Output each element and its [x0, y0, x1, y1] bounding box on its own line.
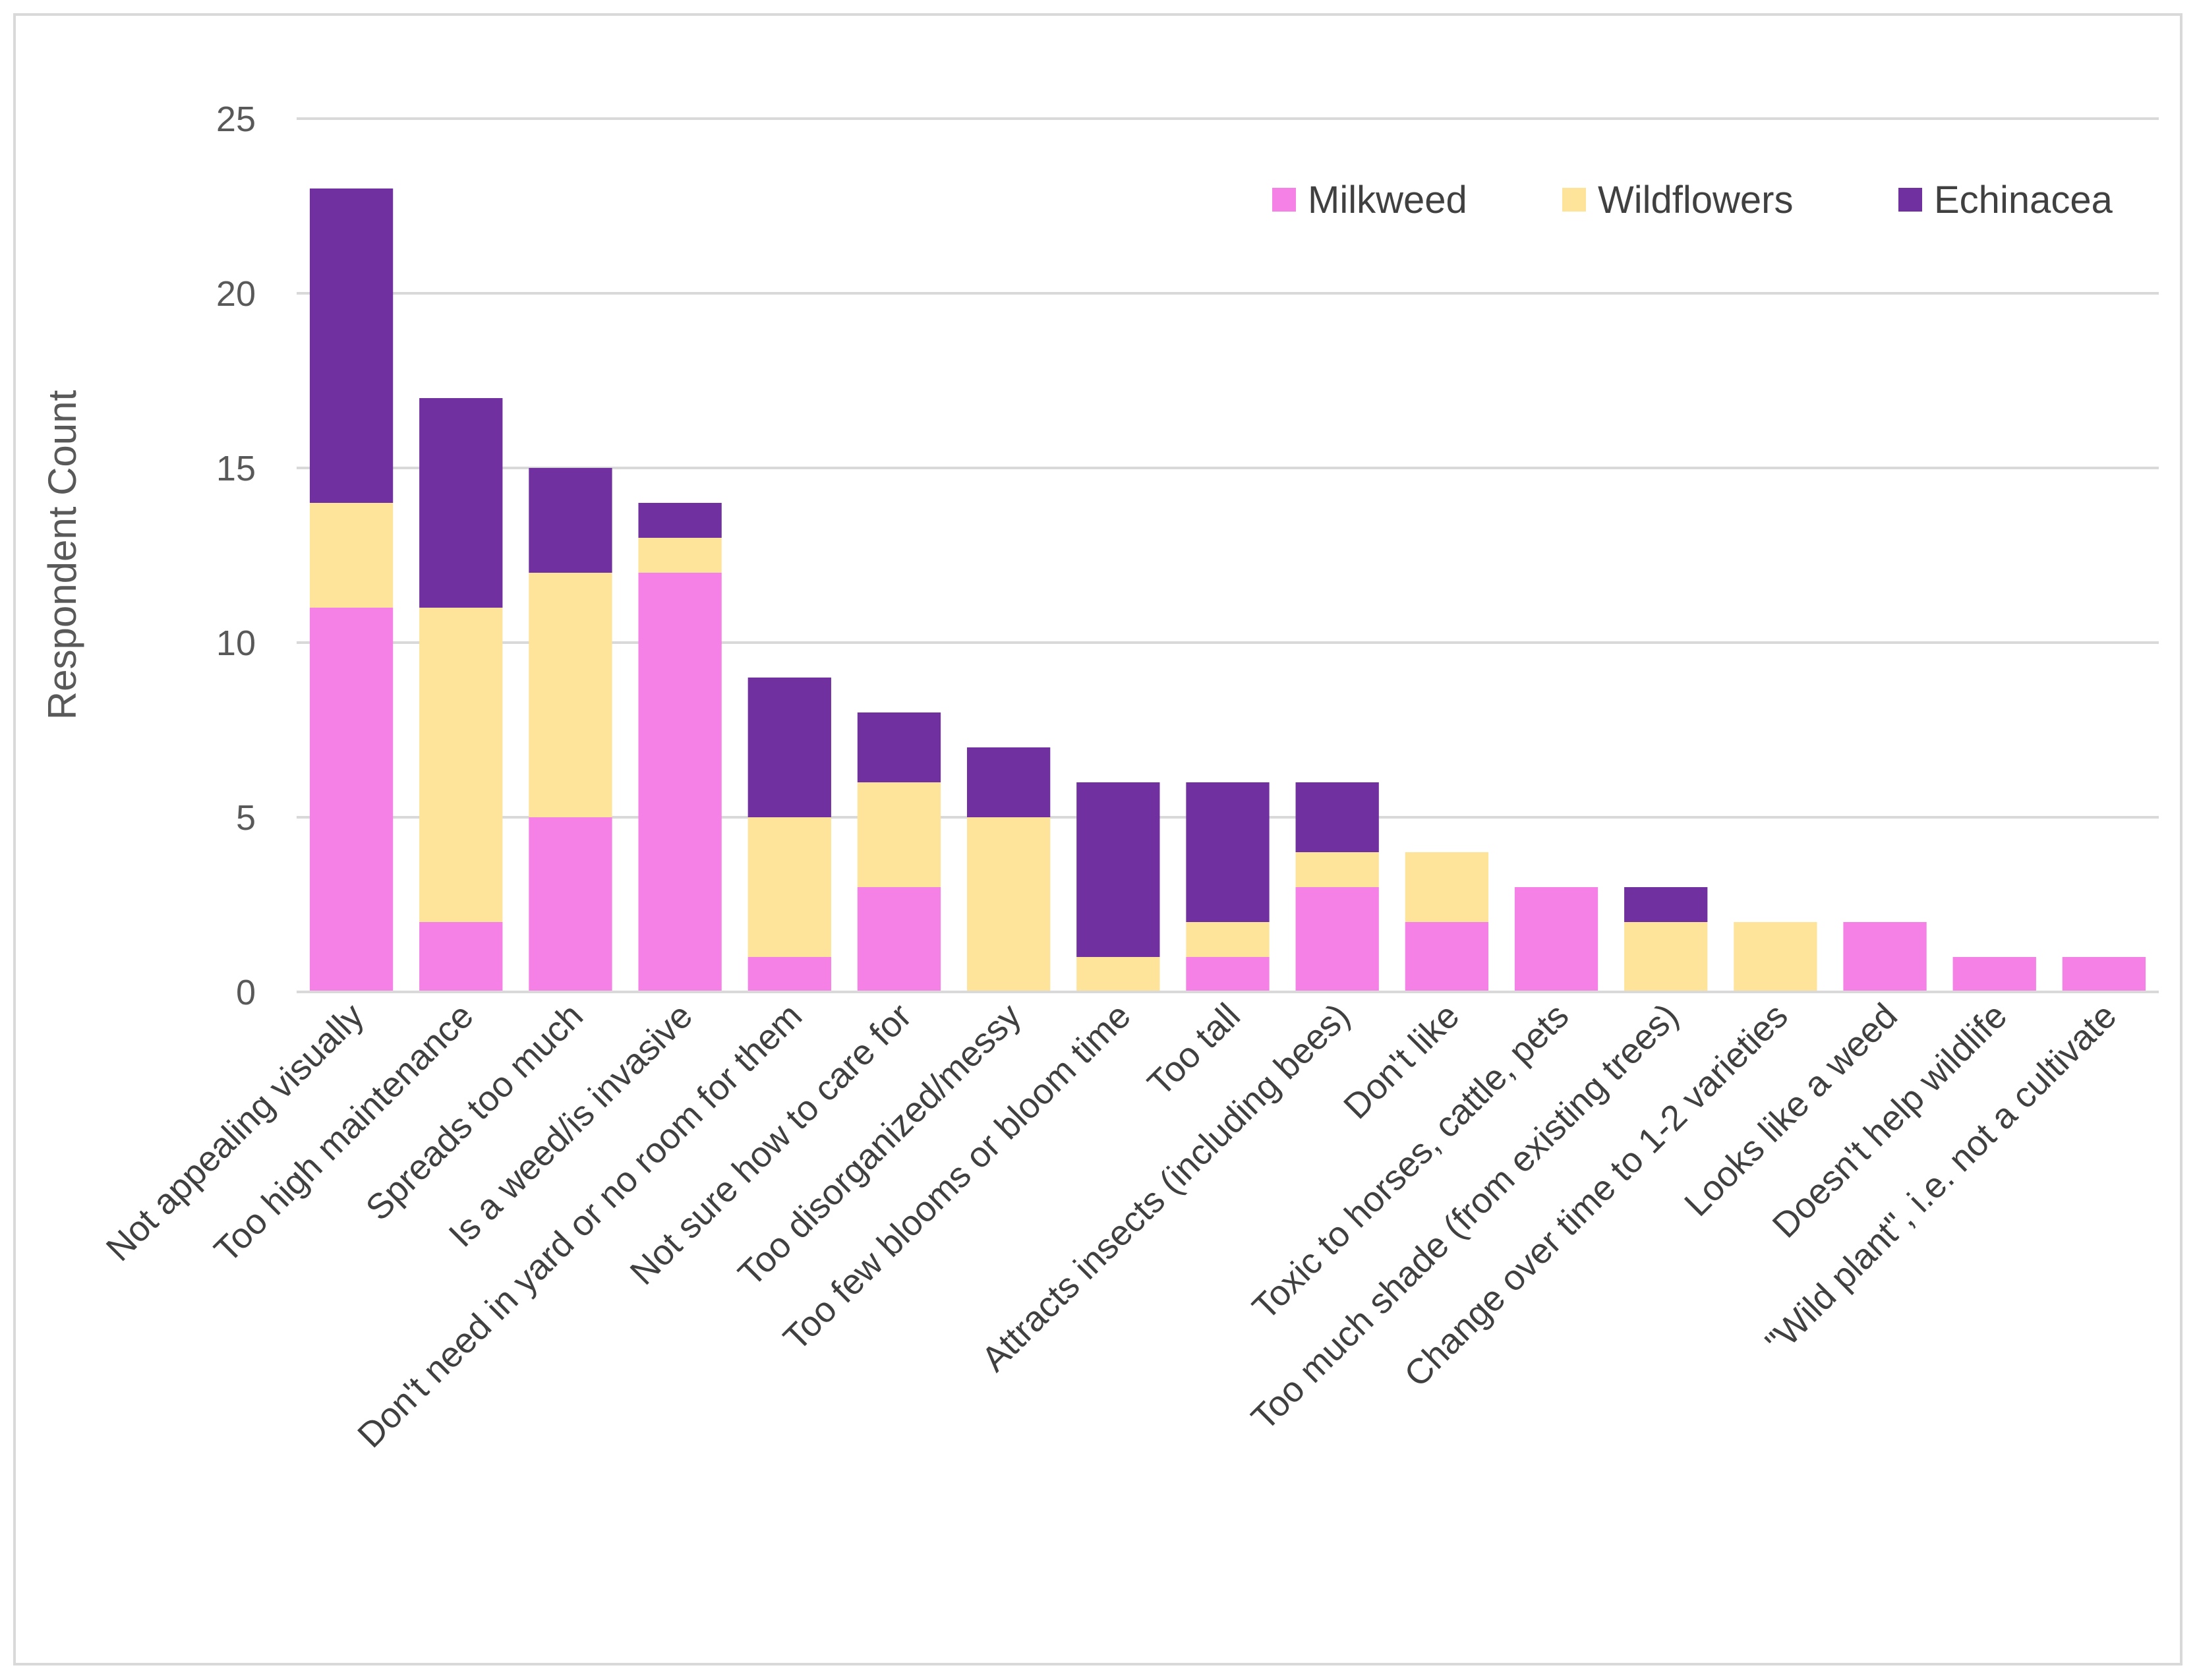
bar-segment-milkweed [419, 922, 503, 992]
y-tick-label: 5 [236, 798, 256, 838]
bar-segment-milkweed [2062, 957, 2146, 992]
bar-segment-milkweed [638, 573, 722, 992]
bar-segment-echinacea [1076, 782, 1160, 957]
bar-segment-wildflowers [1734, 922, 1817, 992]
x-category-label: Looks like a weed [1677, 996, 1905, 1224]
bar-segment-echinacea [638, 503, 722, 538]
legend: Milkweed Wildflowers Echinacea [1272, 179, 2113, 221]
bar-segment-echinacea [1186, 782, 1270, 922]
y-tick-label: 25 [216, 100, 256, 139]
x-category-label: Change over time to 1-2 varieties [1397, 996, 1796, 1395]
y-tick-label: 10 [216, 623, 256, 663]
bar-segment-wildflowers [857, 782, 941, 887]
bar-segment-milkweed [1186, 957, 1270, 992]
legend-swatch-echinacea [1898, 188, 1922, 212]
bar-segment-wildflowers [1076, 957, 1160, 992]
y-tick-label: 0 [236, 973, 256, 1012]
bar-segment-milkweed [1514, 887, 1598, 992]
y-tick-label: 15 [216, 449, 256, 488]
bar-segment-echinacea [1295, 782, 1379, 852]
bar-segment-echinacea [967, 747, 1051, 817]
bar-segment-milkweed [309, 608, 394, 992]
bar-segment-echinacea [419, 398, 503, 608]
bar-segment-wildflowers [1624, 922, 1708, 992]
bars [309, 188, 2146, 992]
bar-segment-wildflowers [1186, 922, 1270, 957]
y-axis-ticks: 0 5 10 15 20 25 [216, 100, 256, 1012]
bar-segment-wildflowers [309, 503, 394, 608]
bar-segment-echinacea [529, 468, 612, 573]
bar-segment-milkweed [857, 887, 941, 992]
bar-segment-milkweed [529, 817, 612, 992]
bar-segment-milkweed [747, 957, 831, 992]
legend-label-wildflowers: Wildflowers [1598, 179, 1794, 221]
y-tick-label: 20 [216, 274, 256, 314]
bar-segment-milkweed [1295, 887, 1379, 992]
x-category-label: Too tall [1140, 996, 1248, 1103]
bar-segment-milkweed [1843, 922, 1927, 992]
legend-swatch-milkweed [1272, 188, 1296, 212]
bar-segment-wildflowers [747, 817, 831, 957]
y-axis-title: Respondent Count [40, 390, 84, 720]
legend-swatch-wildflowers [1562, 188, 1586, 212]
bar-segment-milkweed [1405, 922, 1488, 992]
bar-segment-wildflowers [967, 817, 1051, 992]
bar-segment-echinacea [1624, 887, 1708, 922]
bar-segment-wildflowers [1405, 852, 1488, 922]
bar-segment-echinacea [309, 188, 394, 503]
bar-segment-milkweed [1952, 957, 2036, 992]
bar-segment-wildflowers [1295, 852, 1379, 887]
bar-segment-echinacea [857, 712, 941, 782]
bar-segment-wildflowers [529, 573, 612, 817]
bar-segment-wildflowers [638, 538, 722, 573]
bar-segment-wildflowers [419, 608, 503, 922]
legend-label-milkweed: Milkweed [1308, 179, 1467, 221]
legend-label-echinacea: Echinacea [1934, 179, 2113, 221]
bar-segment-echinacea [747, 678, 831, 817]
